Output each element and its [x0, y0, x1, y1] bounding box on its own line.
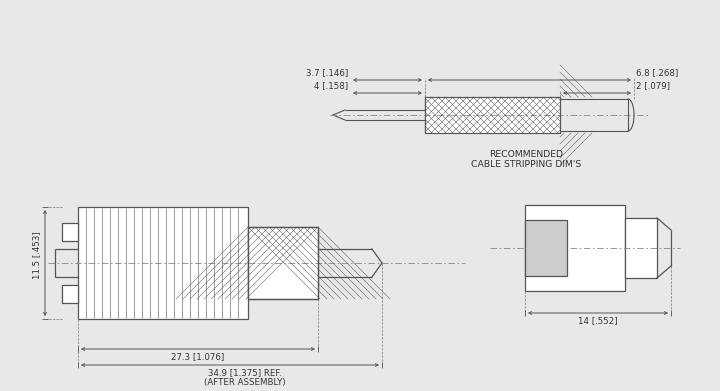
Polygon shape [525, 205, 625, 291]
Text: RECOMMENDED: RECOMMENDED [490, 150, 564, 159]
Polygon shape [248, 227, 318, 299]
Text: 34.9 [1.375] REF.: 34.9 [1.375] REF. [208, 368, 282, 377]
Text: 11.5 [.453]: 11.5 [.453] [32, 231, 41, 279]
Text: CABLE STRIPPING DIM'S: CABLE STRIPPING DIM'S [472, 160, 582, 169]
Text: (AFTER ASSEMBLY): (AFTER ASSEMBLY) [204, 378, 286, 387]
Polygon shape [525, 220, 567, 276]
Text: 3.7 [.146]: 3.7 [.146] [306, 68, 348, 77]
Polygon shape [62, 223, 78, 241]
Text: 14 [.552]: 14 [.552] [578, 316, 618, 325]
Text: 4 [.158]: 4 [.158] [314, 81, 348, 90]
Text: 2 [.079]: 2 [.079] [636, 81, 670, 90]
Polygon shape [425, 97, 560, 133]
Text: 6.8 [.268]: 6.8 [.268] [636, 68, 678, 77]
Polygon shape [625, 218, 657, 278]
Polygon shape [62, 285, 78, 303]
Text: 27.3 [1.076]: 27.3 [1.076] [171, 352, 225, 361]
Polygon shape [78, 207, 248, 319]
